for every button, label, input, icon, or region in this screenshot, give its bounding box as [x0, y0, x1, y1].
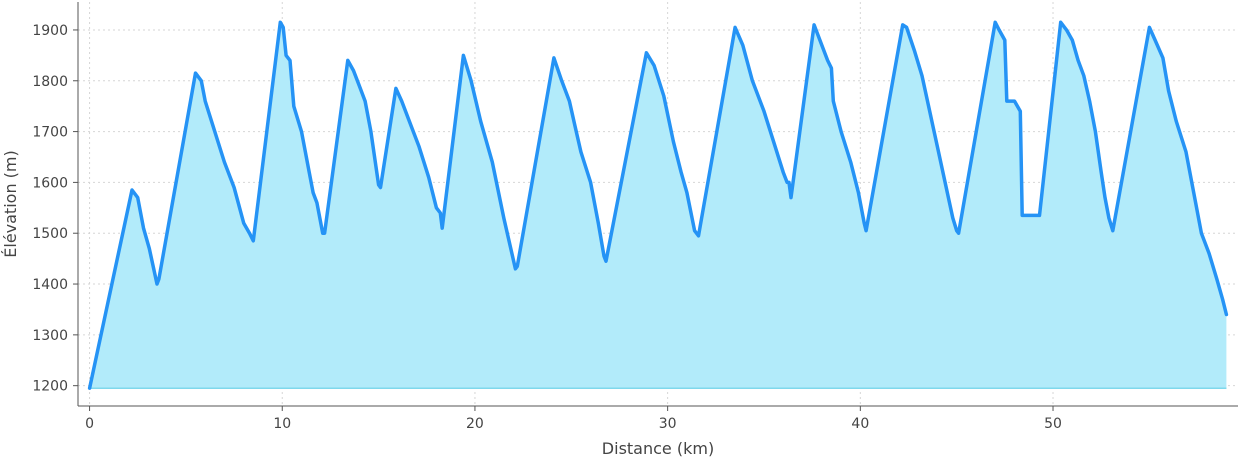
- x-tick-label: 50: [1044, 416, 1062, 432]
- y-tick-label: 1700: [32, 125, 68, 141]
- x-tick-label: 40: [851, 416, 869, 432]
- y-axis-title: Élévation (m): [1, 150, 20, 257]
- y-tick-label: 1800: [32, 74, 68, 90]
- x-tick-label: 30: [659, 416, 677, 432]
- x-axis-title: Distance (km): [602, 439, 714, 458]
- elevation-area-fill: [89, 22, 1227, 389]
- y-tick-label: 1300: [32, 328, 68, 344]
- y-tick-label: 1600: [32, 175, 68, 191]
- elevation-line: [87, 20, 1229, 390]
- y-tick-label: 1900: [32, 23, 68, 39]
- x-tick-label: 0: [85, 416, 94, 432]
- x-tick-label: 20: [466, 416, 484, 432]
- tick-labels: 0 10 20 30 40 50 1200 1300 1400 1500 1600 1700 1800 1…: [32, 23, 1062, 432]
- y-tick-label: 1500: [32, 226, 68, 242]
- x-tick-label: 10: [273, 416, 291, 432]
- y-tick-label: 1400: [32, 277, 68, 293]
- y-tick-label: 1200: [32, 379, 68, 395]
- axes: [77, 2, 1238, 407]
